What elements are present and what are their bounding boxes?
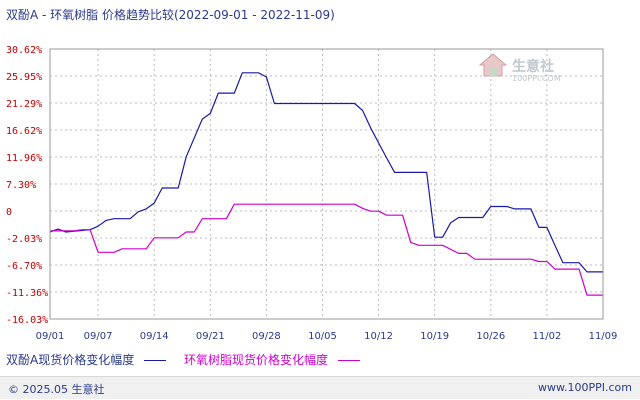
x-tick-label: 10/19: [420, 331, 449, 342]
x-tick-label: 09/01: [36, 331, 65, 342]
footer-bar: © 2025.05 生意社 www.100PPI.com: [0, 376, 640, 399]
y-tick-label: 7.30%: [6, 180, 36, 191]
x-tick-label: 09/21: [196, 331, 225, 342]
watermark-brand: 生意社: [512, 59, 554, 75]
y-tick-label: -2.03%: [6, 234, 42, 245]
y-tick-label: 25.95%: [6, 72, 42, 83]
x-tick-label: 10/05: [308, 331, 337, 342]
footer-copyright: © 2025.05 生意社: [8, 383, 105, 396]
y-tick-label: -11.36%: [6, 288, 48, 299]
watermark-url: 100PPI.COM: [512, 74, 561, 83]
legend-item-bpa: 双酚A现货价格变化幅度: [6, 351, 167, 368]
legend-label-epoxy: 环氧树脂现货价格变化幅度: [184, 353, 329, 367]
grid-layer: [49, 48, 604, 320]
x-tick-label: 09/07: [84, 331, 113, 342]
y-tick-label: 0: [6, 207, 12, 218]
series-layer: [49, 72, 603, 296]
legend-swatch-bpa: [144, 360, 167, 361]
y-tick-label: 30.62%: [6, 45, 42, 56]
x-tick-label: 11/09: [589, 331, 618, 342]
watermark-logo-icon: [478, 52, 508, 82]
chart-legend: 双酚A现货价格变化幅度 环氧树脂现货价格变化幅度: [6, 351, 374, 368]
y-axis-ticks: 30.62% 25.95% 21.29% 16.62% 11.96% 7.30% 0 -2.0…: [6, 45, 48, 326]
y-tick-label: 21.29%: [6, 99, 42, 110]
x-tick-label: 09/28: [252, 331, 281, 342]
series-line-bpa: [49, 72, 603, 273]
y-tick-label: -6.70%: [6, 261, 42, 272]
y-tick-label: 11.96%: [6, 153, 42, 164]
legend-label-bpa: 双酚A现货价格变化幅度: [6, 353, 135, 367]
x-tick-label: 11/02: [532, 331, 561, 342]
plot-frame: [49, 48, 604, 320]
x-tick-label: 09/14: [140, 331, 169, 342]
x-tick-label: 10/12: [364, 331, 393, 342]
y-tick-label: -16.03%: [6, 315, 48, 326]
footer-site-link[interactable]: www.100PPI.com: [538, 381, 632, 394]
chart-title-text: 双酚A - 环氧树脂 价格趋势比较: [6, 8, 174, 22]
legend-swatch-epoxy: [338, 360, 361, 361]
legend-item-epoxy: 环氧树脂现货价格变化幅度: [184, 351, 361, 368]
chart-title: 双酚A - 环氧树脂 价格趋势比较(2022-09-01 - 2022-11-0…: [6, 6, 335, 23]
x-tick-label: 10/26: [476, 331, 505, 342]
x-axis-ticks: 09/01 09/07 09/14 09/21 09/28 10/05 10/12 10/19…: [36, 331, 618, 342]
y-tick-label: 16.62%: [6, 126, 42, 137]
chart-date-range: (2022-09-01 - 2022-11-09): [173, 8, 335, 22]
series-line-epoxy: [50, 203, 603, 296]
